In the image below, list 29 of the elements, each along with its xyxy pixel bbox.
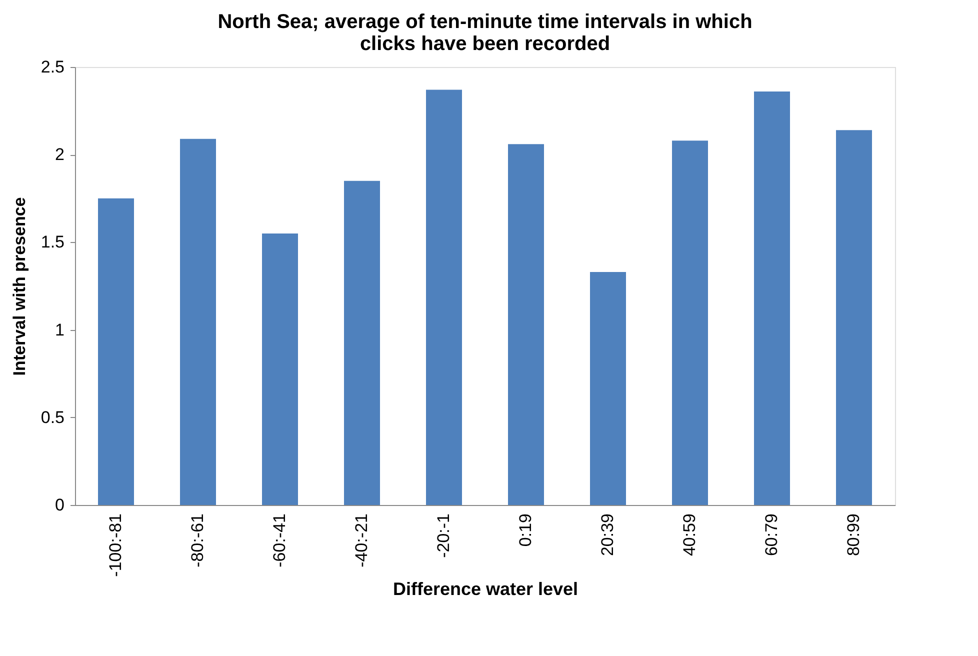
x-tick-label: 20:39 bbox=[598, 514, 617, 556]
x-tick-label: 40:59 bbox=[680, 514, 699, 556]
y-tick-label: 2 bbox=[55, 145, 64, 164]
x-tick-label: -40:-21 bbox=[352, 514, 371, 568]
x-tick-label: -60:-41 bbox=[270, 514, 289, 568]
x-tick-label: -80:-61 bbox=[188, 514, 207, 568]
y-tick-label: 0.5 bbox=[40, 408, 64, 427]
bar bbox=[672, 140, 708, 505]
y-tick-label: 0 bbox=[55, 496, 64, 514]
bar bbox=[508, 144, 544, 505]
x-axis-title: Difference water level bbox=[392, 578, 578, 599]
bar bbox=[426, 90, 462, 505]
bar bbox=[180, 138, 216, 505]
y-tick-label: 1.5 bbox=[40, 232, 64, 252]
x-tick-label: 0:19 bbox=[516, 514, 535, 547]
x-tick-label: -100:-81 bbox=[106, 514, 125, 577]
x-tick-label: 60:79 bbox=[762, 514, 781, 556]
y-tick-label: 1 bbox=[55, 320, 64, 340]
x-tick-label: -20:-1 bbox=[434, 514, 453, 558]
bar bbox=[98, 198, 134, 505]
bar bbox=[754, 92, 790, 505]
y-tick-label: 2.5 bbox=[40, 58, 64, 76]
chart-title: North Sea; average of ten-minute time intervals in which clicks have been recorded bbox=[218, 11, 752, 55]
y-axis-title: Interval with presence bbox=[10, 197, 29, 376]
bar bbox=[590, 272, 626, 505]
bar bbox=[262, 233, 298, 505]
bar bbox=[836, 130, 872, 505]
x-tick-label: 80:99 bbox=[844, 514, 863, 556]
bar bbox=[344, 180, 380, 505]
